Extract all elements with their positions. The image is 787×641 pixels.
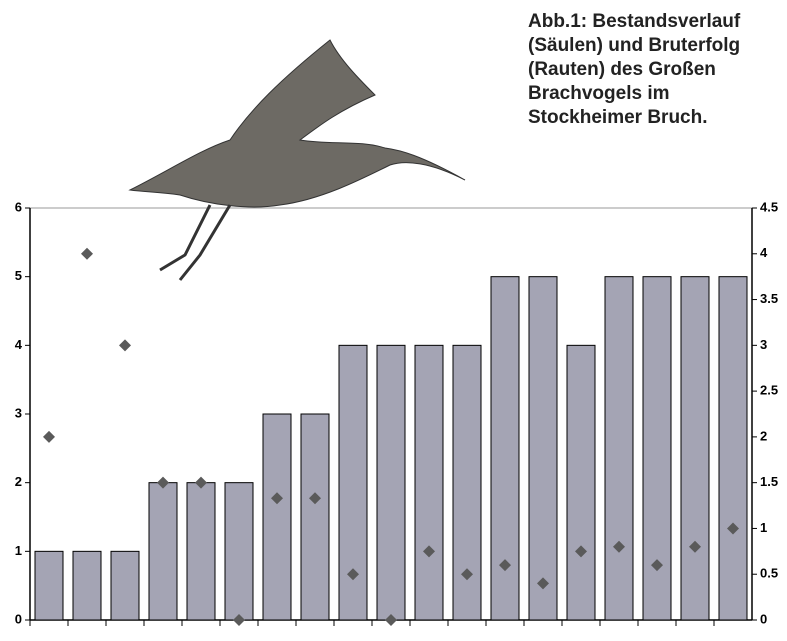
- y-tick-label: 1: [15, 543, 22, 558]
- y2-tick-label: 4.5: [760, 199, 778, 214]
- bar: [35, 551, 63, 620]
- y2-tick-label: 4: [760, 245, 768, 260]
- y2-tick-label: 2: [760, 428, 767, 443]
- bar: [415, 345, 443, 620]
- y-tick-label: 4: [15, 337, 23, 352]
- y-tick-label: 3: [15, 405, 22, 420]
- y2-tick-label: 2.5: [760, 383, 778, 398]
- bar: [263, 414, 291, 620]
- bar: [73, 551, 101, 620]
- bar: [719, 277, 747, 620]
- bar: [681, 277, 709, 620]
- bar: [605, 277, 633, 620]
- bar: [187, 483, 215, 620]
- page: {"chart_data": {"type": "bar", "title": …: [0, 0, 787, 641]
- y2-tick-label: 0.5: [760, 566, 778, 581]
- y2-tick-label: 3.5: [760, 291, 778, 306]
- bar: [225, 483, 253, 620]
- chart: 0 1 2 3 4 5 6 0 0.5 1 1.5 2 2.5 3 3.5 4 4.5: [0, 0, 787, 641]
- curlew-illustration: [130, 40, 465, 280]
- diamond-marker: [43, 431, 55, 443]
- y-tick-label: 5: [15, 268, 22, 283]
- bar: [149, 483, 177, 620]
- y-tick-label: 2: [15, 474, 22, 489]
- y-tick-label: 6: [15, 199, 22, 214]
- bar: [567, 345, 595, 620]
- bar: [529, 277, 557, 620]
- diamond-marker: [119, 339, 131, 351]
- y2-tick-label: 3: [760, 337, 767, 352]
- diamond-marker: [81, 248, 93, 260]
- y2-tick-label: 1: [760, 520, 767, 535]
- bar: [301, 414, 329, 620]
- bar: [111, 551, 139, 620]
- y2-tick-label: 1.5: [760, 474, 778, 489]
- y-tick-label: 0: [15, 611, 22, 626]
- y2-tick-label: 0: [760, 611, 767, 626]
- bar: [377, 345, 405, 620]
